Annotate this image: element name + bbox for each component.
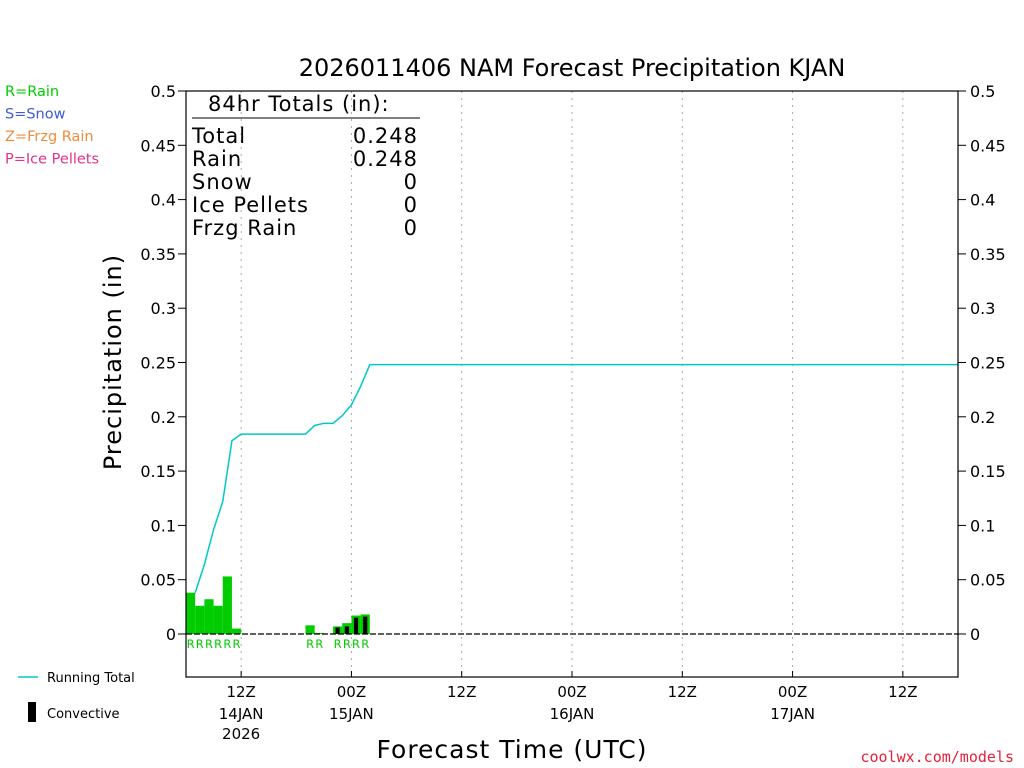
credit-text: coolwx.com/models [860, 748, 1014, 766]
x-tick-time: 12Z [668, 683, 697, 701]
y-tick-label-right: 0.45 [970, 136, 1006, 155]
y-axis-right: 0 0.05 0.1 0.15 0.2 0.25 0.3 0.35 0.4 0.45 0.5 [958, 82, 1006, 644]
totals-row-label: Frzg Rain [192, 216, 297, 240]
x-tick-date: 14JAN [219, 705, 264, 723]
ptype-legend-item: R=Rain [5, 84, 59, 100]
totals-row-label: Total [191, 124, 246, 148]
y-axis-label: Precipitation (in) [99, 254, 127, 470]
x-tick-time: 00Z [778, 683, 807, 701]
convective-bar [335, 627, 340, 634]
x-tick-date: 15JAN [329, 705, 374, 723]
hourly-precip-bars [186, 576, 370, 634]
precip-type-marker: R [352, 637, 360, 651]
precip-type-marker: R [187, 637, 195, 651]
x-tick-time: 12Z [226, 683, 255, 701]
precip-type-marker: R [361, 637, 369, 651]
precip-type-legend: R=Rain S=Snow Z=Frzg Rain P=Ice Pellets [5, 84, 99, 168]
totals-row-label: Snow [192, 170, 253, 194]
totals-row-value: 0 [404, 193, 418, 217]
convective-legend-swatch [28, 702, 36, 722]
totals-row-label: Rain [192, 147, 242, 171]
y-tick-label-right: 0.05 [970, 571, 1006, 590]
y-tick-label: 0.3 [151, 299, 176, 318]
precip-type-marker: R [205, 637, 213, 651]
ptype-legend-item: S=Snow [5, 107, 66, 123]
precip-type-marker: R [233, 637, 241, 651]
totals-box: 84hr Totals (in): Total 0.248 Rain 0.248 Snow… [191, 92, 420, 240]
precip-type-marker: R [306, 637, 314, 651]
chart-title: 2026011406 NAM Forecast Precipitation KJ… [299, 54, 846, 82]
totals-row-label: Ice Pellets [192, 193, 309, 217]
precip-bar [195, 605, 205, 634]
vertical-grid [240, 91, 904, 677]
convective-legend-label: Convective [47, 707, 120, 722]
y-tick-label: 0.15 [140, 462, 176, 481]
series-legend: Running Total Convective [18, 671, 135, 722]
x-axis-label: Forecast Time (UTC) [377, 735, 648, 764]
ptype-legend-item: Z=Frzg Rain [5, 129, 94, 145]
precip-bar [204, 599, 214, 634]
y-tick-label-right: 0.25 [970, 354, 1006, 373]
totals-row-value: 0 [404, 216, 418, 240]
ptype-legend-item: P=Ice Pellets [5, 152, 99, 168]
x-tick-time: 00Z [557, 683, 586, 701]
precip-type-marker: R [214, 637, 222, 651]
x-tick-year: 2026 [222, 725, 260, 743]
totals-heading: 84hr Totals (in): [208, 92, 390, 116]
y-tick-label: 0.35 [140, 245, 176, 264]
precip-bar [222, 576, 232, 634]
x-tick-time: 12Z [447, 683, 476, 701]
y-tick-label: 0.25 [140, 354, 176, 373]
precip-bar [305, 625, 315, 634]
x-axis: 12Z 14JAN 2026 00Z 15JAN 12Z 00Z 16JAN 12Z 00Z 17J… [219, 671, 918, 743]
precip-bar [186, 592, 196, 634]
y-tick-label-right: 0 [970, 625, 980, 644]
y-tick-label: 0.4 [151, 191, 176, 210]
x-tick-time: 12Z [888, 683, 917, 701]
y-tick-label-right: 0.1 [970, 516, 995, 535]
x-tick-time: 00Z [337, 683, 366, 701]
y-tick-label-right: 0.4 [970, 191, 995, 210]
totals-row-value: 0.248 [353, 147, 418, 171]
y-tick-label: 0.45 [140, 136, 176, 155]
running-total-legend-label: Running Total [47, 671, 135, 686]
convective-bar [353, 617, 359, 634]
totals-row-value: 0.248 [353, 124, 418, 148]
y-tick-label: 0 [166, 625, 176, 644]
precip-type-marker: R [223, 637, 231, 651]
precip-bar [231, 628, 242, 634]
y-tick-label: 0.2 [151, 408, 176, 427]
y-tick-label-right: 0.2 [970, 408, 995, 427]
plot-frame [185, 90, 959, 678]
precip-type-marker: R [315, 637, 323, 651]
precip-bar [213, 605, 223, 634]
y-tick-label: 0.1 [151, 516, 176, 535]
precip-type-marker: R [343, 637, 351, 651]
y-axis-left: 0 0.05 0.1 0.15 0.2 0.25 0.3 0.35 0.4 0.45 0.5 [140, 82, 186, 644]
precip-type-marker: R [334, 637, 342, 651]
y-tick-label-right: 0.35 [970, 245, 1006, 264]
y-tick-label-right: 0.15 [970, 462, 1006, 481]
totals-row-value: 0 [404, 170, 418, 194]
x-tick-date: 16JAN [550, 705, 595, 723]
y-tick-label-right: 0.5 [970, 82, 995, 101]
convective-bar [363, 616, 368, 634]
y-tick-label-right: 0.3 [970, 299, 995, 318]
precip-type-marker: R [196, 637, 204, 651]
convective-bar [344, 626, 349, 634]
y-tick-label: 0.05 [140, 571, 176, 590]
y-tick-label: 0.5 [151, 82, 176, 101]
running-total-line [194, 363, 958, 593]
x-tick-date: 17JAN [770, 705, 815, 723]
